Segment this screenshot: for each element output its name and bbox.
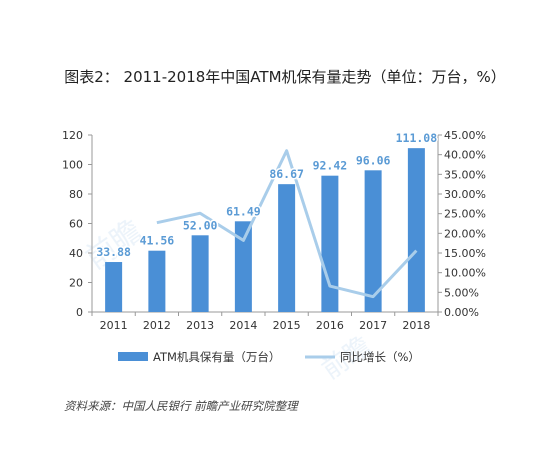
x-tick-label: 2016 [316,319,344,332]
x-tick-label: 2017 [359,319,387,332]
bar [407,148,425,312]
y-left-tick-label: 60 [69,218,83,231]
legend-swatch-bar [118,352,148,361]
y-right-tick-label: 35.00% [444,168,486,181]
bar-data-label: 86.67 [269,167,304,181]
bar-data-label: 111.08 [396,131,438,145]
bar [321,175,339,312]
bar [148,250,166,312]
y-left-tick-label: 80 [69,188,83,201]
y-right-tick-label: 0.00% [444,306,479,319]
y-right-tick-label: 5.00% [444,286,479,299]
bar [191,235,209,312]
bar-data-label: 61.49 [226,204,261,218]
bar-data-label: 41.56 [140,234,175,248]
x-tick-label: 2013 [186,319,214,332]
y-right-tick-label: 15.00% [444,247,486,260]
bar [234,221,252,312]
legend-label-line: 同比增长（%） [340,350,420,364]
y-left-tick-label: 120 [62,129,83,142]
source-note: 资料来源：中国人民银行 前瞻产业研究院整理 [64,399,298,413]
x-tick-label: 2014 [229,319,257,332]
growth-line [156,149,418,299]
x-tick-label: 2015 [273,319,301,332]
y-left-tick-label: 0 [76,306,83,319]
x-tick-label: 2018 [402,319,430,332]
y-right-tick-label: 40.00% [444,149,486,162]
y-left-tick-label: 20 [69,277,83,290]
x-tick-label: 2012 [143,319,171,332]
y-right-tick-label: 45.00% [444,129,486,142]
bar-data-label: 92.42 [313,159,348,173]
y-right-tick-label: 25.00% [444,208,486,221]
x-tick-label: 2011 [100,319,128,332]
bar-data-label: 52.00 [183,218,218,232]
bar [105,262,123,312]
bar [364,170,382,312]
bar [278,184,296,312]
bar-data-label: 33.88 [96,245,131,259]
chart-title: 图表2： 2011-2018年中国ATM机保有量走势（单位：万台，%） [64,68,506,86]
y-right-tick-label: 30.00% [444,188,486,201]
y-right-tick-label: 10.00% [444,267,486,280]
legend-label-bar: ATM机具保有量（万台） [153,350,280,364]
y-left-tick-label: 100 [62,159,83,172]
y-left-tick-label: 40 [69,247,83,260]
y-right-tick-label: 20.00% [444,227,486,240]
bar-data-label: 96.06 [356,153,391,167]
